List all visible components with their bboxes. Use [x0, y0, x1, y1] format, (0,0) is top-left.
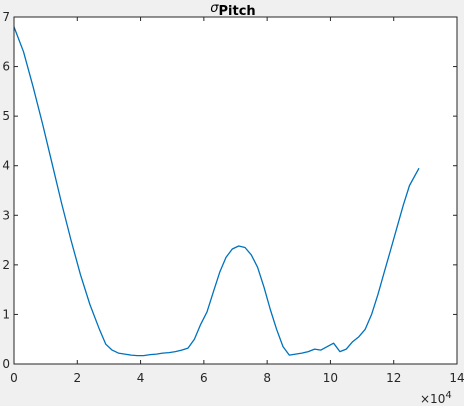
x-tick-label: 14 — [449, 371, 464, 385]
x-tick-label: 6 — [200, 371, 208, 385]
series-line — [13, 26, 420, 357]
y-tick-label: 5 — [2, 109, 10, 123]
y-tick-label: 7 — [2, 10, 10, 24]
series-layer — [13, 26, 420, 357]
y-tick-label: 2 — [2, 258, 10, 272]
x-tick-label: 2 — [73, 371, 81, 385]
x-tick-label: 8 — [263, 371, 271, 385]
x-tick-label: 10 — [323, 371, 338, 385]
y-tick-label: 4 — [2, 159, 10, 173]
y-tick-label: 0 — [2, 357, 10, 371]
title-symbol: σ — [210, 1, 219, 16]
x-exponent-power: 4 — [445, 390, 451, 401]
y-tick-label: 3 — [2, 208, 10, 222]
y-tick-label: 6 — [2, 60, 10, 74]
x-tick-label: 12 — [386, 371, 401, 385]
plot-frame — [13, 16, 458, 365]
x-exponent-base: ×10 — [420, 392, 445, 406]
x-tick-label: 0 — [10, 371, 18, 385]
plot-area — [14, 17, 457, 364]
y-tick-label: 1 — [2, 307, 10, 321]
title-subscript: Pitch — [219, 4, 256, 19]
chart-title: σPitch — [210, 1, 255, 19]
x-tick-label: 4 — [137, 371, 145, 385]
x-axis-ticks: 0 2 4 6 8 10 12 14 — [10, 17, 464, 385]
x-axis-exponent: ×104 — [420, 390, 452, 406]
y-axis-ticks: 0 1 2 3 4 5 6 7 — [2, 10, 457, 371]
